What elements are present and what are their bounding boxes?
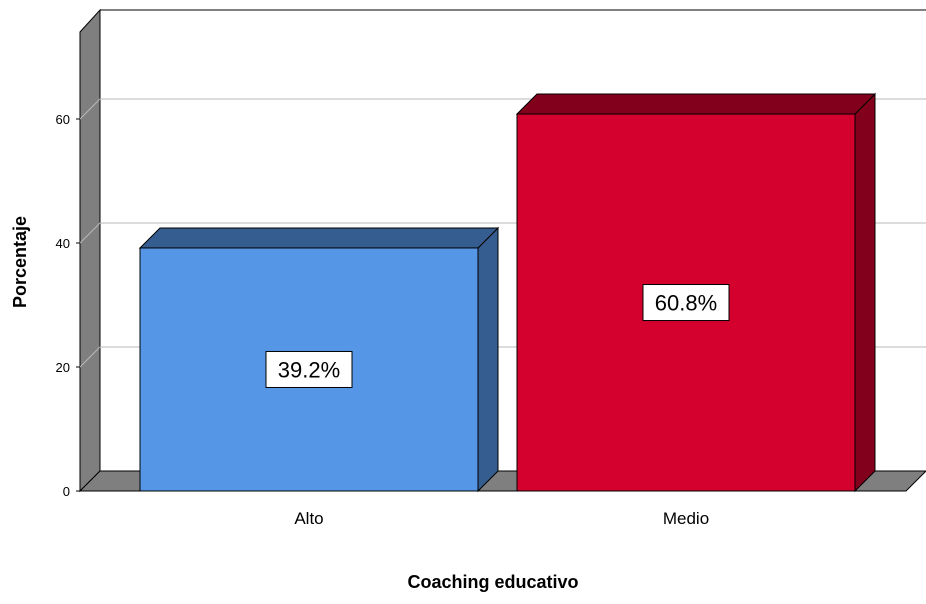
gridline-side	[79, 346, 101, 368]
gridline-side	[79, 98, 101, 120]
x-axis-ticks: Alto Medio	[294, 509, 709, 528]
gridline-side	[79, 222, 101, 244]
chart-walls	[79, 8, 926, 493]
bar-side-medio	[854, 92, 876, 493]
data-label-box-medio	[642, 284, 730, 322]
x-tick-label-medio: Medio	[663, 509, 709, 528]
y-tick-label: 0	[63, 484, 70, 499]
x-tick-label-alto: Alto	[294, 509, 323, 528]
bar-side-alto	[477, 226, 499, 493]
y-tick-label: 60	[56, 112, 70, 127]
data-label-box-alto	[265, 350, 353, 388]
bars-group	[138, 92, 877, 493]
left-wall	[79, 8, 101, 493]
y-tick-label: 20	[56, 360, 70, 375]
y-axis-ticks: 0 20 40 60	[56, 112, 80, 499]
y-tick-label: 40	[56, 236, 70, 251]
data-label-alto: 39.2%	[278, 357, 340, 382]
y-axis-title: Porcentaje	[10, 216, 30, 308]
data-labels-group: 39.2% 60.8%	[265, 284, 730, 388]
bar-top-medio	[515, 93, 877, 115]
data-label-medio: 60.8%	[655, 291, 717, 316]
bar-top-alto	[138, 227, 500, 249]
x-axis-title: Coaching educativo	[407, 572, 578, 592]
